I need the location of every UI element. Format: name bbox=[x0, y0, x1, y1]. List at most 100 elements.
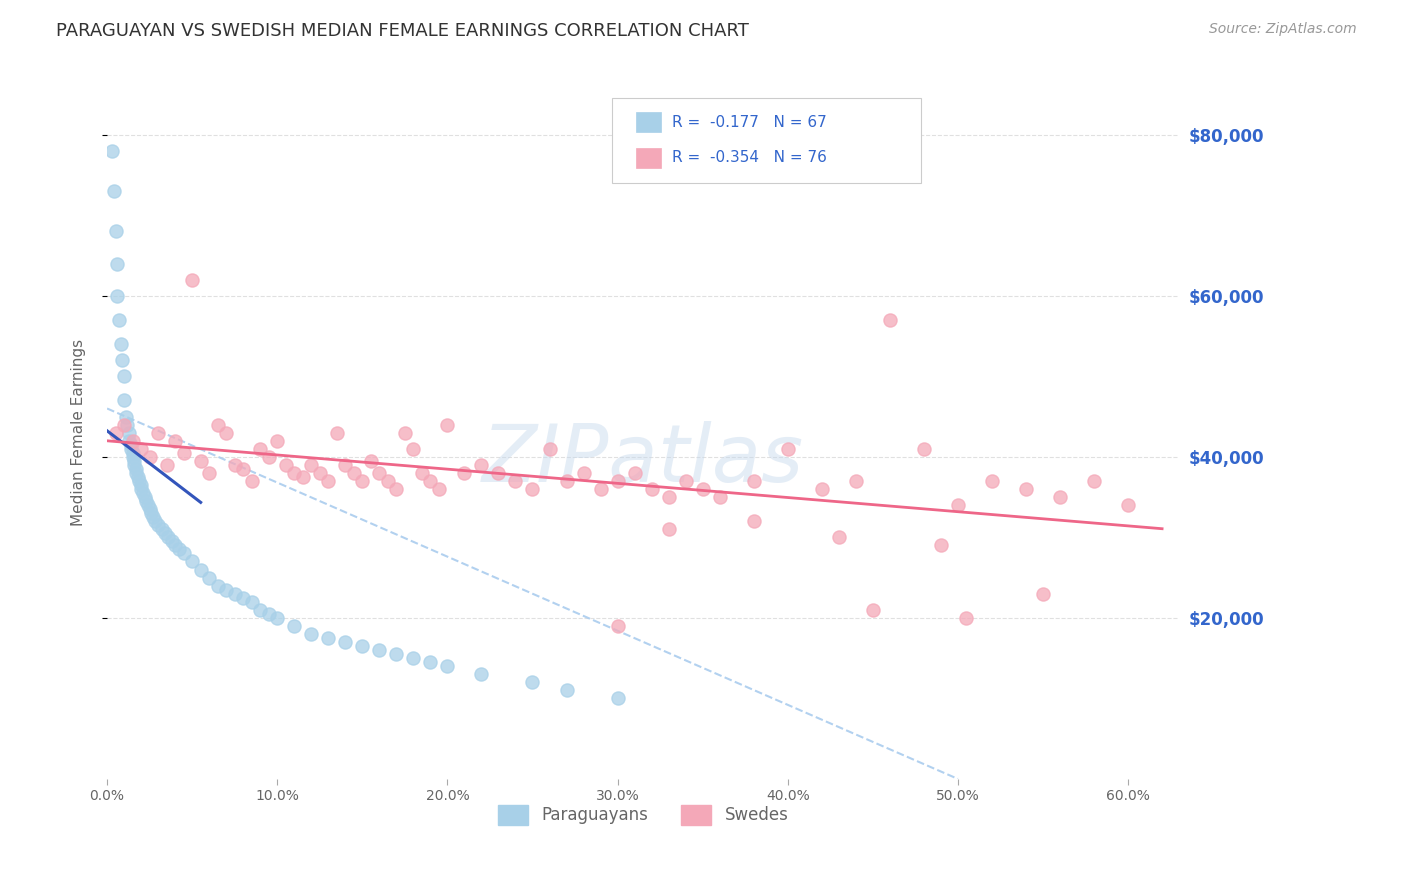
Point bbox=[470, 458, 492, 472]
Point bbox=[112, 417, 135, 432]
Point bbox=[232, 462, 254, 476]
Point bbox=[658, 522, 681, 536]
Point bbox=[352, 474, 374, 488]
Point bbox=[266, 434, 288, 448]
Point bbox=[368, 466, 391, 480]
Point bbox=[335, 458, 357, 472]
Point bbox=[419, 655, 441, 669]
Point bbox=[606, 691, 628, 706]
Point bbox=[240, 595, 263, 609]
Point bbox=[112, 369, 135, 384]
Point bbox=[153, 526, 176, 541]
Point bbox=[505, 474, 527, 488]
Point bbox=[623, 466, 645, 480]
Point bbox=[127, 470, 149, 484]
Point bbox=[104, 224, 127, 238]
Point bbox=[879, 313, 901, 327]
Point bbox=[124, 454, 146, 468]
Point bbox=[1032, 587, 1054, 601]
Point bbox=[283, 619, 305, 633]
Point bbox=[121, 450, 143, 464]
Point bbox=[257, 607, 280, 621]
Point bbox=[120, 442, 142, 456]
Point bbox=[249, 603, 271, 617]
Point bbox=[136, 498, 159, 512]
Point bbox=[776, 442, 799, 456]
Point bbox=[181, 272, 204, 286]
Point bbox=[675, 474, 697, 488]
Point bbox=[709, 490, 731, 504]
Point bbox=[360, 454, 382, 468]
Point bbox=[103, 184, 125, 198]
Point bbox=[572, 466, 595, 480]
Point bbox=[411, 466, 433, 480]
Point bbox=[402, 651, 425, 665]
Point bbox=[215, 425, 238, 440]
Point bbox=[135, 494, 157, 508]
Point bbox=[589, 482, 612, 496]
Point bbox=[105, 256, 128, 270]
Point bbox=[522, 482, 544, 496]
Point bbox=[402, 442, 425, 456]
Point bbox=[105, 289, 128, 303]
Point bbox=[436, 659, 458, 673]
Point bbox=[129, 442, 152, 456]
Point bbox=[538, 442, 561, 456]
Point bbox=[138, 450, 160, 464]
Point bbox=[555, 683, 578, 698]
Point bbox=[1015, 482, 1038, 496]
Point bbox=[104, 425, 127, 440]
Point bbox=[157, 530, 180, 544]
Point bbox=[167, 542, 190, 557]
Y-axis label: Median Female Earnings: Median Female Earnings bbox=[72, 339, 86, 526]
Point bbox=[427, 482, 450, 496]
Point bbox=[640, 482, 662, 496]
Text: PARAGUAYAN VS SWEDISH MEDIAN FEMALE EARNINGS CORRELATION CHART: PARAGUAYAN VS SWEDISH MEDIAN FEMALE EARN… bbox=[56, 22, 749, 40]
Point bbox=[108, 313, 131, 327]
Point bbox=[207, 579, 229, 593]
Point bbox=[335, 635, 357, 649]
Point bbox=[742, 474, 765, 488]
Point bbox=[810, 482, 832, 496]
Point bbox=[555, 474, 578, 488]
Point bbox=[129, 482, 152, 496]
Point bbox=[658, 490, 681, 504]
Point bbox=[419, 474, 441, 488]
Point bbox=[121, 434, 143, 448]
Point bbox=[274, 458, 297, 472]
Point bbox=[207, 417, 229, 432]
Point bbox=[165, 434, 187, 448]
Text: ZIPatlas: ZIPatlas bbox=[482, 421, 804, 500]
Point bbox=[118, 425, 141, 440]
Point bbox=[143, 514, 166, 528]
Point bbox=[742, 514, 765, 528]
Point bbox=[377, 474, 399, 488]
Point bbox=[980, 474, 1002, 488]
Point bbox=[198, 466, 221, 480]
Point bbox=[1083, 474, 1105, 488]
Point bbox=[299, 627, 322, 641]
Point bbox=[132, 486, 155, 500]
Text: R =  -0.354   N = 76: R = -0.354 N = 76 bbox=[672, 151, 827, 165]
Point bbox=[385, 647, 408, 661]
Point bbox=[326, 425, 349, 440]
Point bbox=[146, 518, 169, 533]
Point bbox=[101, 144, 124, 158]
Point bbox=[190, 562, 212, 576]
Text: R =  -0.177   N = 67: R = -0.177 N = 67 bbox=[672, 115, 827, 129]
Point bbox=[240, 474, 263, 488]
Point bbox=[522, 675, 544, 690]
Point bbox=[120, 438, 142, 452]
Point bbox=[111, 353, 134, 368]
Point bbox=[436, 417, 458, 432]
Point bbox=[266, 611, 288, 625]
Point bbox=[606, 474, 628, 488]
Point bbox=[845, 474, 868, 488]
Point bbox=[385, 482, 408, 496]
Point bbox=[110, 337, 132, 351]
Point bbox=[606, 619, 628, 633]
Point bbox=[283, 466, 305, 480]
Point bbox=[692, 482, 714, 496]
Point bbox=[929, 538, 952, 552]
Point bbox=[352, 639, 374, 653]
